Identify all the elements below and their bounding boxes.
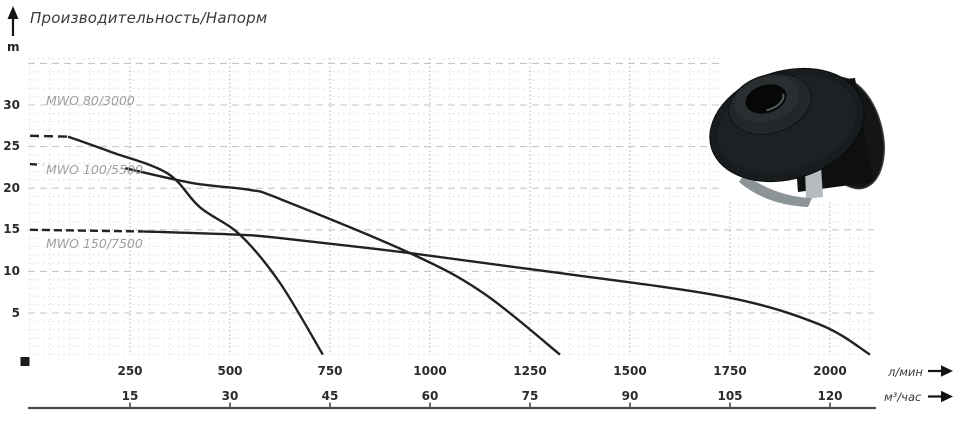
x-axis-unit-lmin: л/мин: [888, 364, 923, 379]
curve-label-mwo-100-5500: MWO 100/5500: [46, 161, 143, 177]
x-tick-m3h-15: 15: [121, 388, 139, 403]
m3h-arrow-icon: [928, 390, 953, 403]
chart-title: Производительность/Напорм: [30, 9, 268, 27]
y-tick-10: 10: [3, 264, 20, 278]
x-tick-m3h-30: 30: [221, 388, 239, 403]
x-tick-m3h-60: 60: [421, 388, 439, 403]
y-axis-unit-label: m: [7, 40, 20, 54]
x-tick-m3h-120: 120: [817, 388, 843, 403]
curve-label-mwo-150-7500: MWO 150/7500: [46, 236, 143, 251]
impeller-image: [709, 58, 887, 207]
x-tick-lmin-500: 500: [217, 364, 243, 378]
x-tick-m3h-105: 105: [717, 388, 743, 403]
x-tick-lmin-1500: 1500: [613, 364, 647, 378]
x-tick-lmin-250: 250: [117, 364, 143, 378]
y-tick-20: 20: [3, 181, 20, 195]
x-tick-m3h-90: 90: [621, 388, 639, 403]
y-tick-30: 30: [3, 97, 20, 112]
curve-label-mwo-80-3000: MWO 80/3000: [46, 92, 135, 108]
x-tick-lmin-1750: 1750: [713, 364, 747, 378]
x-tick-lmin-750: 750: [317, 364, 343, 378]
x-axis-unit-m3h: м³/час: [884, 389, 922, 404]
x-tick-lmin-1250: 1250: [513, 364, 547, 378]
lmin-arrow-icon: [928, 365, 953, 377]
y-tick-15: 15: [3, 222, 20, 236]
pump-curves: [29, 134, 871, 356]
y-tick-5: 5: [11, 305, 20, 320]
y-tick-25: 25: [3, 139, 20, 153]
x-axis: [28, 402, 876, 410]
origin-marker: [20, 357, 30, 366]
x-tick-m3h-75: 75: [521, 388, 539, 403]
x-tick-lmin-2000: 2000: [813, 364, 847, 378]
x-tick-lmin-1000: 1000: [413, 364, 447, 378]
x-tick-m3h-45: 45: [321, 388, 339, 403]
y-axis-arrow-icon: [7, 6, 19, 36]
